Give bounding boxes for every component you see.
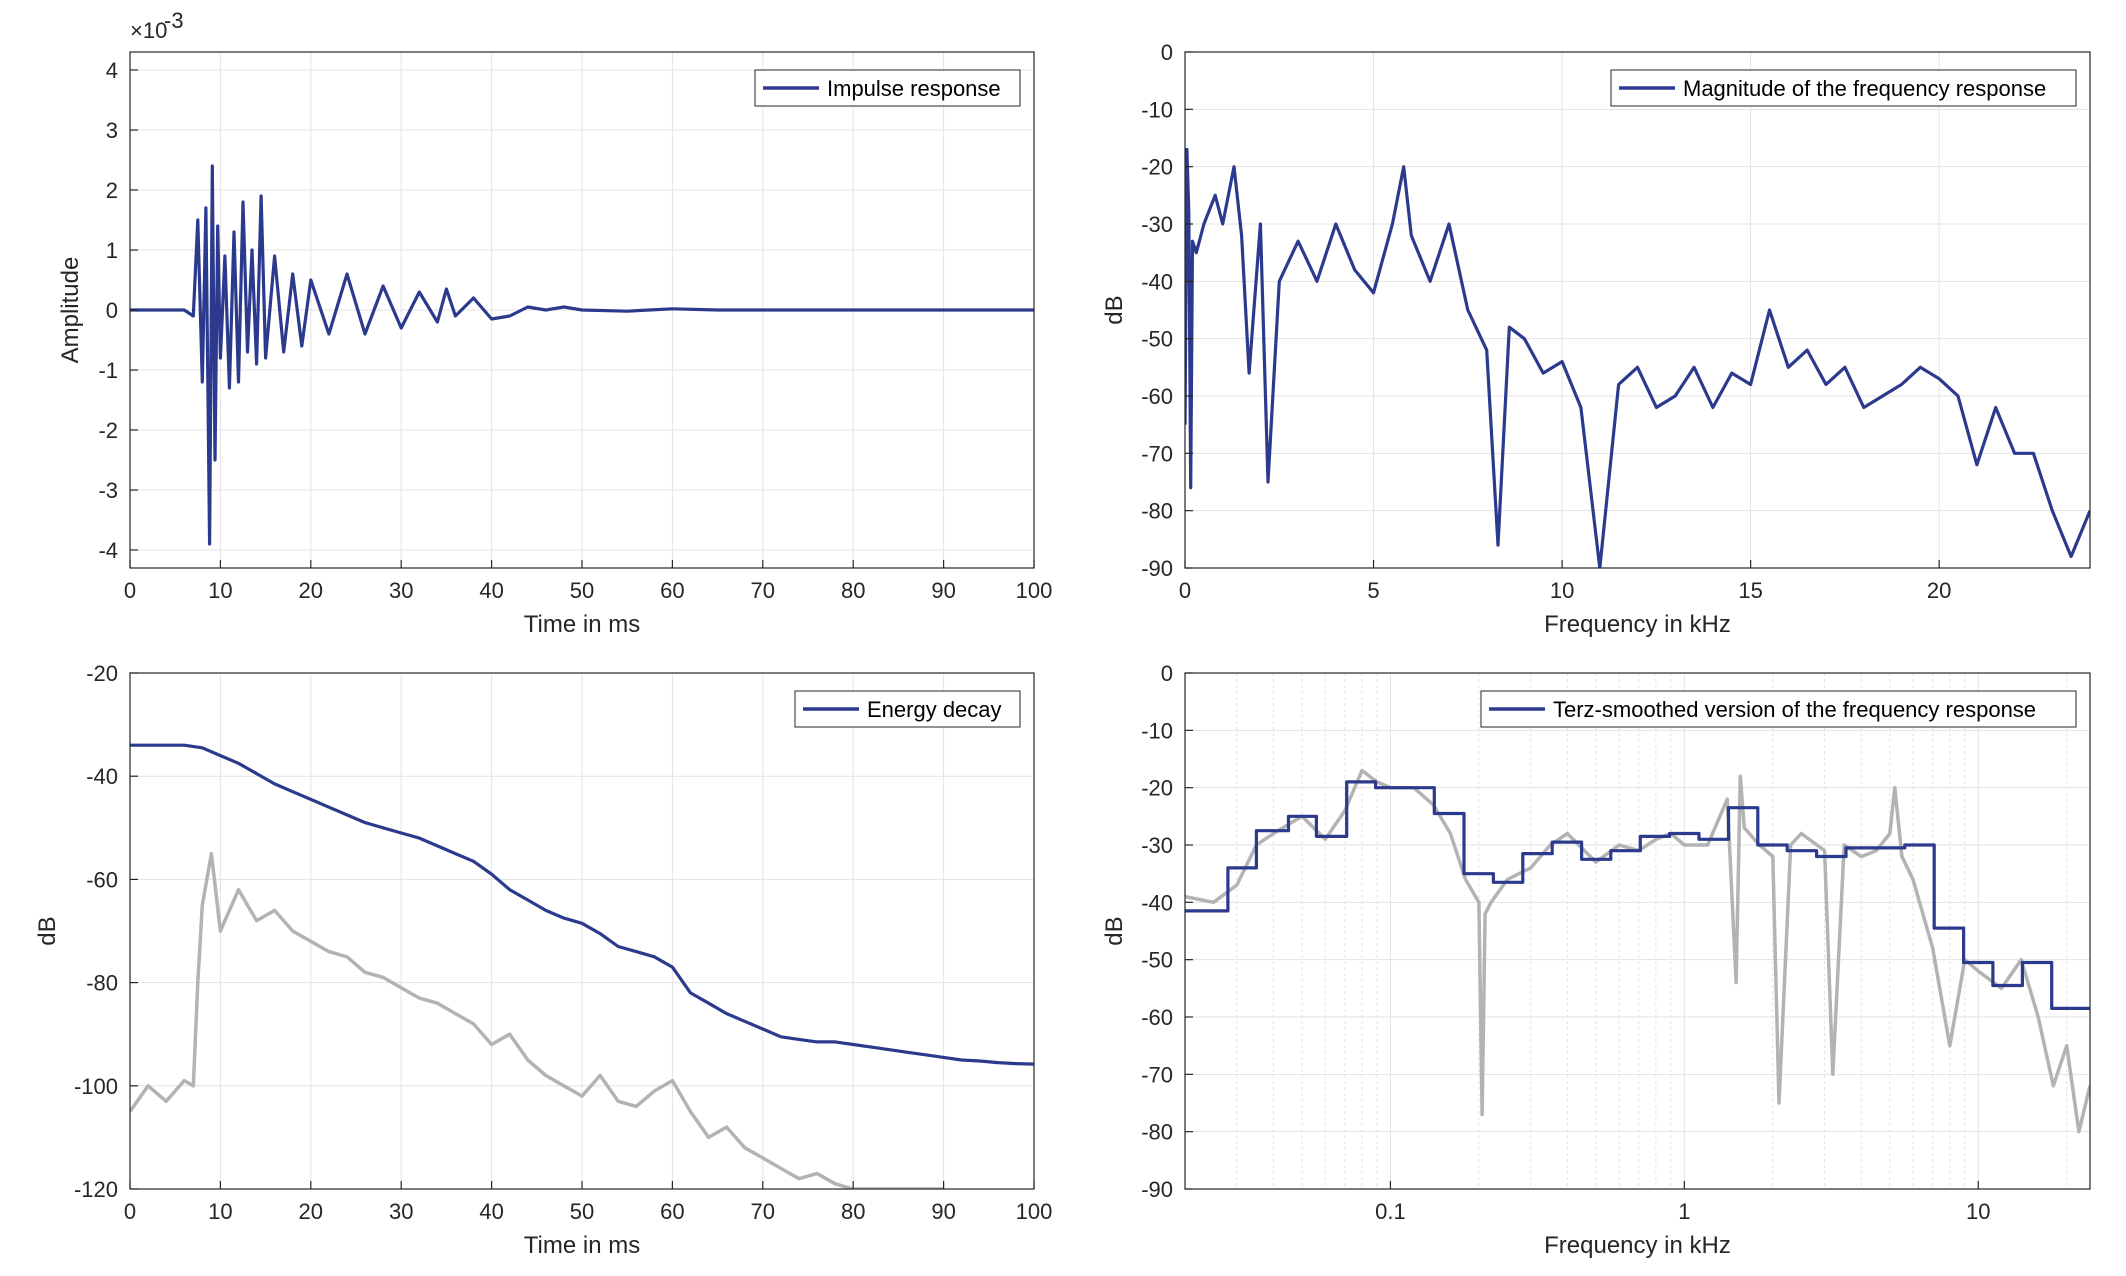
axis-box (1184, 51, 2091, 569)
legend-label: Impulse response (827, 76, 1001, 101)
plot-area (1185, 52, 2090, 568)
x-tick-label: 15 (1738, 578, 1762, 603)
x-tick-label: 10 (1966, 1199, 1990, 1224)
x-tick-label: 20 (1927, 578, 1951, 603)
x-tick-label: 30 (389, 578, 413, 603)
chart-terz: 0.1 1 10 0 -10 -20 -30 -40 -50 -60 -70 -80 -90 Freque… (1101, 661, 2091, 1259)
series-line-1 (1185, 780, 2090, 1010)
x-tick-label: 20 (299, 578, 323, 603)
x-tick-label: 10 (1550, 578, 1574, 603)
y-tick-label: -40 (1141, 890, 1173, 915)
y-axis-label: dB (1101, 295, 1128, 324)
series-line-0 (130, 164, 1034, 546)
x-tick-label: 0 (1179, 578, 1191, 603)
y-tick-label: -100 (74, 1074, 118, 1099)
y-tick-label: -2 (98, 418, 118, 443)
y-tick-label: 0 (1161, 661, 1173, 686)
y-tick-label: -60 (1141, 384, 1173, 409)
y-tick-label: -120 (74, 1177, 118, 1202)
y-tick-label: -20 (1141, 155, 1173, 180)
x-tick-label: 0 (124, 1199, 136, 1224)
y-tick-label: -80 (86, 971, 118, 996)
chart-magnitude: 0 5 10 15 20 0 -10 -20 -30 -40 -50 -60 -70 -80 -90 Freq… (1101, 40, 2091, 638)
x-tick-label: 50 (570, 578, 594, 603)
y-tick-label: -30 (1141, 212, 1173, 237)
x-tick-label: 60 (660, 578, 684, 603)
y-axis-label: Amplitude (57, 257, 84, 364)
y-tick-label: -3 (98, 478, 118, 503)
y-tick-label: -40 (1141, 269, 1173, 294)
y-tick-label: -4 (98, 538, 118, 563)
series-line-0 (1185, 147, 2090, 568)
series-line-1 (130, 743, 1034, 1066)
y-tick-label: -70 (1141, 441, 1173, 466)
x-tick-label: 10 (208, 578, 232, 603)
x-tick-label: 40 (479, 1199, 503, 1224)
y-tick-label: 3 (106, 118, 118, 143)
y-tick-label: 4 (106, 58, 118, 83)
x-tick-label: 30 (389, 1199, 413, 1224)
x-axis-label: Time in ms (524, 1232, 640, 1259)
chart-impulse: 0 10 20 30 40 50 60 70 80 90 100-4-3-2-101234×10-3… (57, 8, 1052, 638)
y-tick-label: -10 (1141, 718, 1173, 743)
y-tick-label: -1 (98, 358, 118, 383)
x-tick-label: 90 (931, 1199, 955, 1224)
y-tick-label: 2 (106, 178, 118, 203)
y-tick-label: -30 (1141, 833, 1173, 858)
x-tick-label: 10 (208, 1199, 232, 1224)
x-axis-label: Frequency in kHz (1544, 611, 1731, 638)
plot-area (1185, 673, 2090, 1189)
y-axis-label: dB (34, 916, 61, 945)
y-tick-label: -80 (1141, 1120, 1173, 1145)
x-tick-label: 60 (660, 1199, 684, 1224)
x-axis-label: Time in ms (524, 611, 640, 638)
y-tick-label: 1 (106, 238, 118, 263)
x-tick-label: 5 (1367, 578, 1379, 603)
x-tick-label: 1 (1678, 1199, 1690, 1224)
legend-box (1480, 690, 2077, 728)
x-tick-label: 70 (751, 578, 775, 603)
y-axis-label: dB (1101, 916, 1128, 945)
x-tick-label: 80 (841, 578, 865, 603)
y-tick-label: -60 (86, 867, 118, 892)
series-line-0 (1185, 768, 2090, 1134)
x-tick-label: 80 (841, 1199, 865, 1224)
legend-label: Magnitude of the frequency response (1683, 76, 2046, 101)
y-tick-label: 0 (106, 298, 118, 323)
legend-label: Energy decay (867, 697, 1002, 722)
x-tick-label: 50 (570, 1199, 594, 1224)
y-tick-label: -20 (86, 661, 118, 686)
axis-box (1184, 672, 2091, 1190)
y-tick-label: 0 (1161, 40, 1173, 65)
exponent-power: -3 (164, 8, 184, 33)
legend-label: Terz-smoothed version of the frequency r… (1553, 697, 2036, 722)
x-tick-label: 100 (1016, 1199, 1053, 1224)
y-tick-label: -90 (1141, 556, 1173, 581)
y-tick-label: -40 (86, 764, 118, 789)
chart-decay: 0 10 20 30 40 50 60 70 80 90 100 -20 -40 -60 -80 -100 -1… (34, 661, 1052, 1259)
series-line-0 (130, 851, 944, 1189)
y-tick-label: -50 (1141, 327, 1173, 352)
exponent-label: ×10 (130, 18, 167, 43)
y-tick-label: -60 (1141, 1005, 1173, 1030)
y-tick-label: -10 (1141, 97, 1173, 122)
x-tick-label: 20 (299, 1199, 323, 1224)
y-tick-label: -70 (1141, 1062, 1173, 1087)
x-tick-label: 90 (931, 578, 955, 603)
legend-box (1610, 69, 2077, 107)
x-tick-label: 0.1 (1375, 1199, 1406, 1224)
y-tick-label: -90 (1141, 1177, 1173, 1202)
x-tick-label: 0 (124, 578, 136, 603)
x-tick-label: 100 (1016, 578, 1053, 603)
y-tick-label: -20 (1141, 776, 1173, 801)
y-tick-label: -80 (1141, 499, 1173, 524)
x-axis-label: Frequency in kHz (1544, 1232, 1731, 1259)
x-tick-label: 70 (751, 1199, 775, 1224)
x-tick-label: 40 (479, 578, 503, 603)
y-tick-label: -50 (1141, 948, 1173, 973)
